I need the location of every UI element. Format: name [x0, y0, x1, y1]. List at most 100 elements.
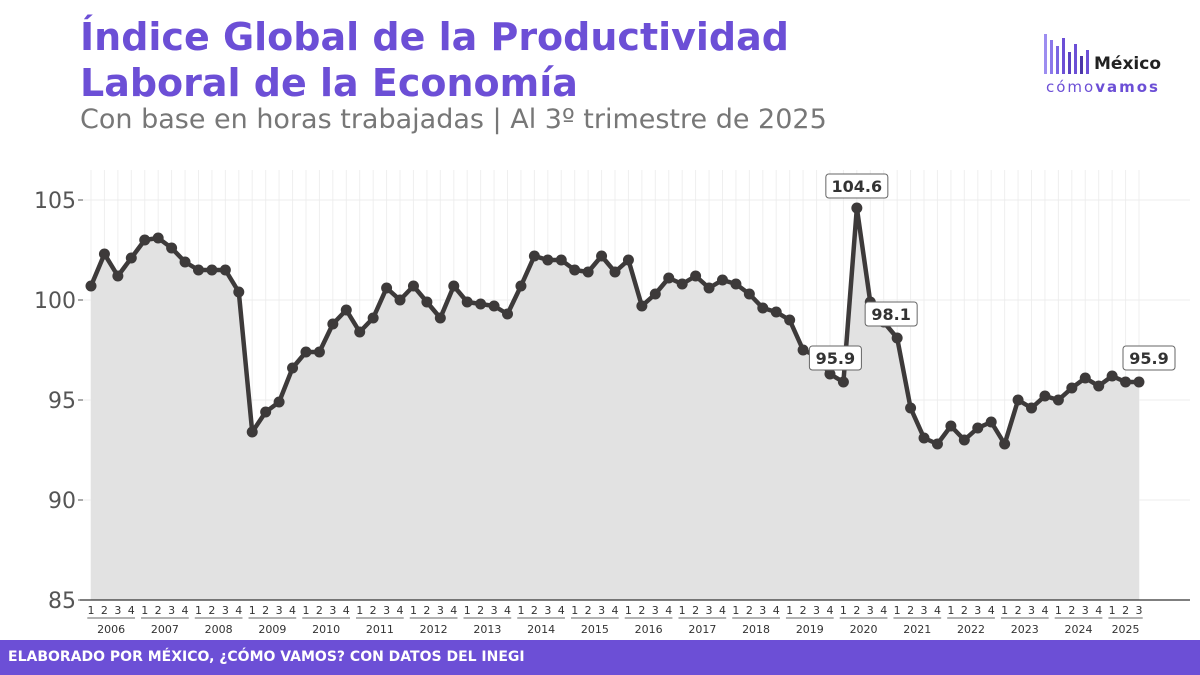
x-quarter-label: 2: [316, 604, 323, 617]
x-quarter-label: 1: [1109, 604, 1116, 617]
x-quarter-label: 4: [612, 604, 619, 617]
x-quarter-label: 3: [383, 604, 390, 617]
data-point: [381, 282, 393, 294]
x-quarter-label: 2: [853, 604, 860, 617]
x-year-label: 2019: [796, 623, 824, 636]
x-year-label: 2015: [581, 623, 609, 636]
data-point: [340, 304, 352, 316]
x-quarter-label: 2: [1122, 604, 1129, 617]
data-point: [945, 420, 957, 432]
x-quarter-label: 4: [934, 604, 941, 617]
x-quarter-label: 3: [329, 604, 336, 617]
data-point: [407, 280, 419, 292]
x-quarter-label: 3: [168, 604, 175, 617]
x-quarter-label: 2: [531, 604, 538, 617]
x-quarter-label: 4: [397, 604, 404, 617]
x-quarter-label: 4: [128, 604, 135, 617]
data-point: [1093, 380, 1105, 392]
x-quarter-label: 2: [208, 604, 215, 617]
annotation-box: [825, 173, 889, 199]
x-quarter-label: 1: [141, 604, 148, 617]
x-quarter-label: 4: [988, 604, 995, 617]
x-year-label: 2017: [688, 623, 716, 636]
data-point: [716, 274, 728, 286]
x-quarter-label: 1: [840, 604, 847, 617]
data-point: [287, 362, 299, 374]
data-point: [1120, 376, 1132, 388]
x-quarter-label: 4: [235, 604, 242, 617]
x-quarter-label: 2: [800, 604, 807, 617]
data-point: [999, 438, 1011, 450]
chart-subtitle: Con base en horas trabajadas | Al 3º tri…: [80, 104, 827, 135]
data-point: [125, 252, 137, 264]
data-point: [1052, 394, 1064, 406]
x-quarter-label: 1: [1001, 604, 1008, 617]
x-quarter-label: 2: [638, 604, 645, 617]
x-quarter-label: 3: [544, 604, 551, 617]
x-quarter-label: 3: [276, 604, 283, 617]
data-point: [152, 232, 164, 244]
data-point: [1066, 382, 1078, 394]
data-point: [555, 254, 567, 266]
data-point: [891, 332, 903, 344]
data-point: [931, 438, 943, 450]
x-quarter-label: 1: [679, 604, 686, 617]
x-quarter-label: 3: [759, 604, 766, 617]
annotation-box: [808, 345, 862, 371]
data-point: [985, 416, 997, 428]
data-point: [219, 264, 231, 276]
x-quarter-label: 2: [692, 604, 699, 617]
x-quarter-label: 1: [571, 604, 578, 617]
data-point: [743, 288, 755, 300]
data-point: [582, 266, 594, 278]
x-year-label: 2014: [527, 623, 555, 636]
x-quarter-label: 2: [155, 604, 162, 617]
data-point: [824, 368, 836, 380]
data-point: [206, 264, 218, 276]
x-quarter-label: 4: [1095, 604, 1102, 617]
x-quarter-label: 1: [464, 604, 471, 617]
annotation-label: 104.6: [832, 177, 883, 196]
data-point: [475, 298, 487, 310]
data-point: [1026, 402, 1038, 414]
x-quarter-label: 1: [195, 604, 202, 617]
x-quarter-label: 2: [1068, 604, 1075, 617]
x-quarter-label: 1: [410, 604, 417, 617]
bars-logo-icon: [1044, 30, 1104, 74]
x-quarter-label: 4: [558, 604, 565, 617]
x-year-label: 2012: [420, 623, 448, 636]
x-quarter-label: 4: [880, 604, 887, 617]
x-quarter-label: 2: [585, 604, 592, 617]
data-point: [797, 344, 809, 356]
data-point: [192, 264, 204, 276]
data-point: [528, 250, 540, 262]
data-point: [98, 248, 110, 260]
y-tick-label: 85: [48, 589, 76, 614]
x-quarter-label: 3: [222, 604, 229, 617]
x-quarter-label: 2: [262, 604, 269, 617]
x-year-label: 2025: [1112, 623, 1140, 636]
data-point: [851, 202, 863, 214]
x-quarter-label: 1: [356, 604, 363, 617]
data-point: [542, 254, 554, 266]
data-point: [690, 270, 702, 282]
x-year-label: 2007: [151, 623, 179, 636]
x-quarter-label: 1: [517, 604, 524, 617]
x-year-label: 2011: [366, 623, 394, 636]
data-point: [179, 256, 191, 268]
x-quarter-label: 1: [302, 604, 309, 617]
logo-subtitle: cómovamos: [1046, 78, 1160, 96]
x-quarter-label: 3: [1136, 604, 1143, 617]
x-quarter-label: 3: [1028, 604, 1035, 617]
annotation-label: 95.9: [816, 349, 855, 368]
data-point: [273, 396, 285, 408]
x-year-label: 2018: [742, 623, 770, 636]
x-quarter-label: 1: [732, 604, 739, 617]
data-point: [918, 432, 930, 444]
x-quarter-label: 1: [894, 604, 901, 617]
chart-title: Índice Global de la Productividad Labora…: [80, 15, 789, 105]
data-point: [434, 312, 446, 324]
x-year-label: 2022: [957, 623, 985, 636]
data-point: [421, 296, 433, 308]
data-point: [515, 280, 527, 292]
